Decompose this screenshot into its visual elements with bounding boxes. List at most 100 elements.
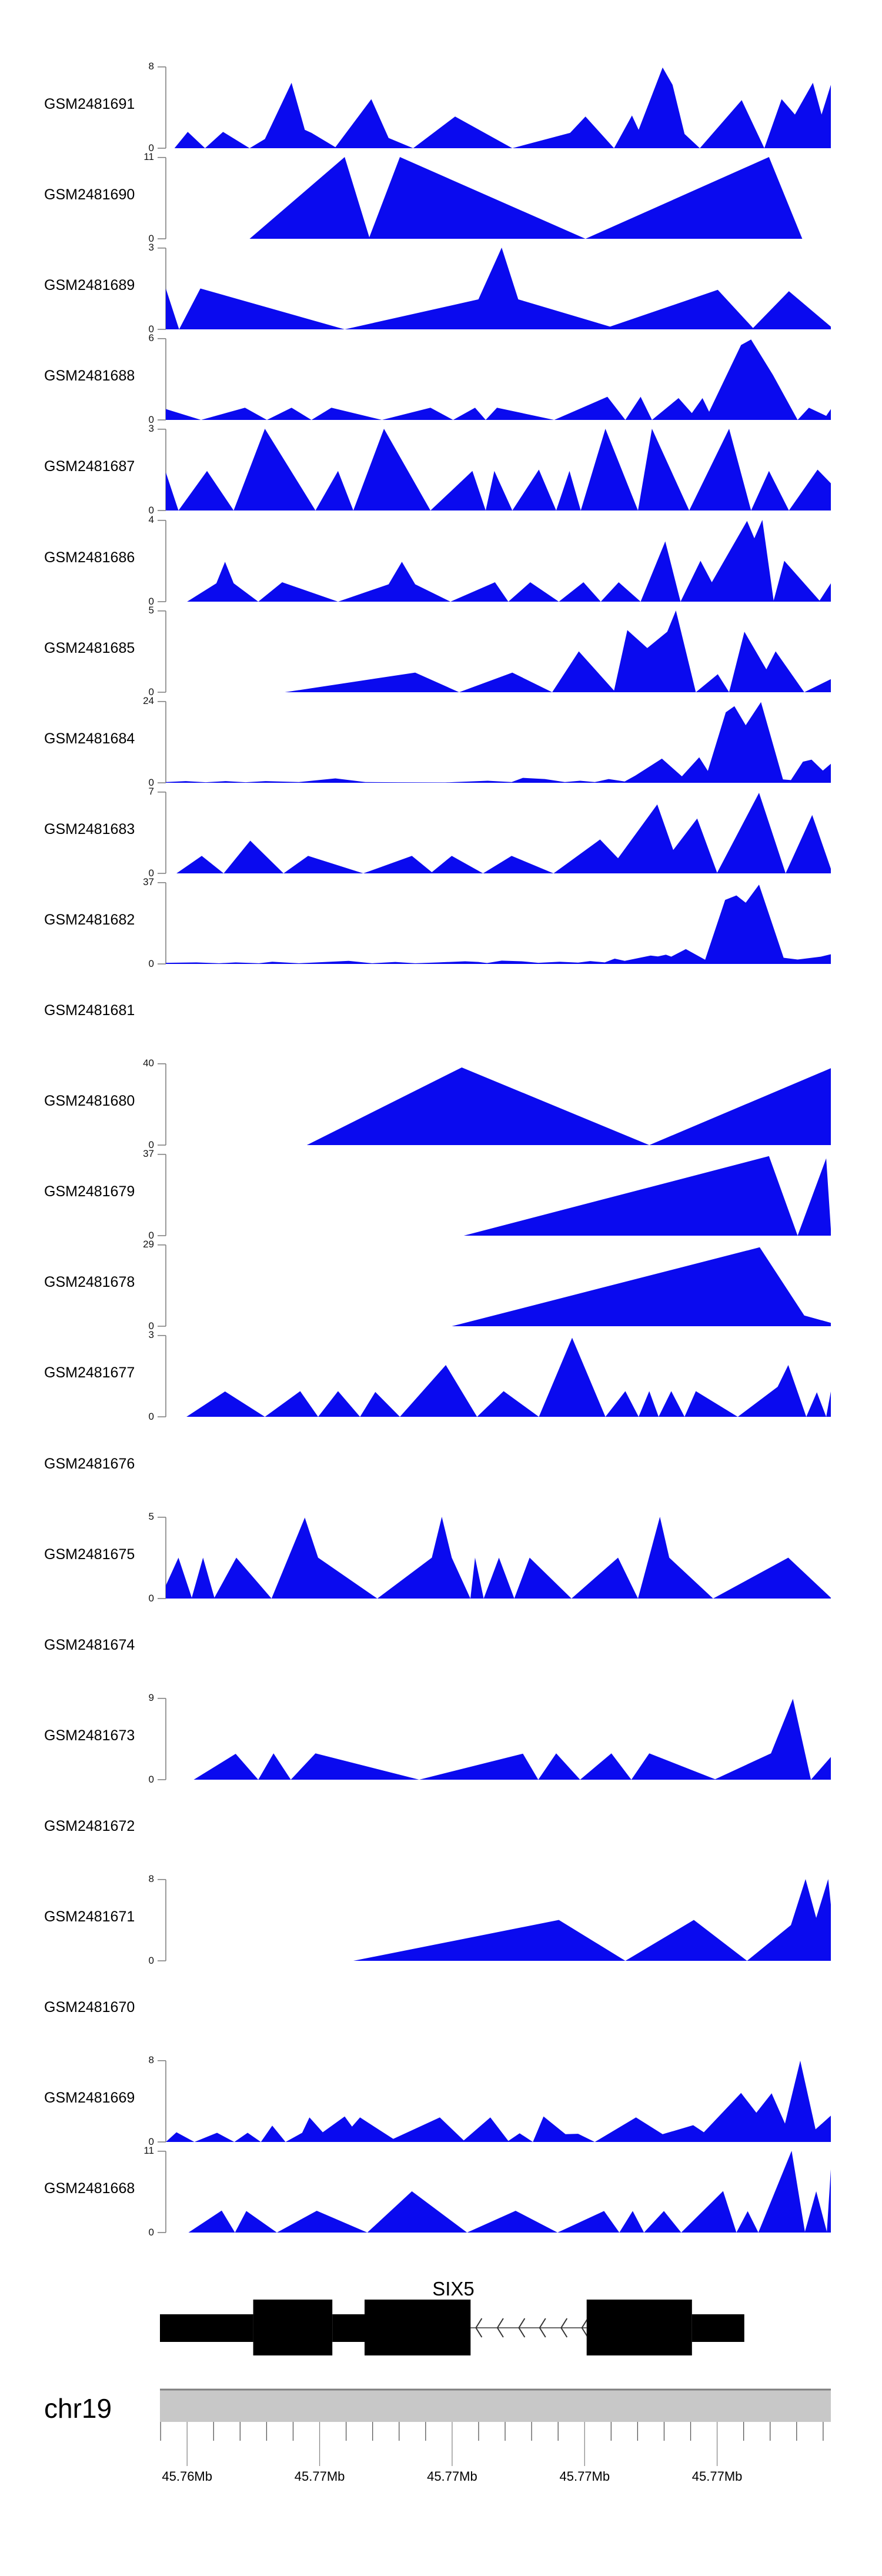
track-label: GSM2481688 xyxy=(44,368,135,384)
y-axis-max-label: 5 xyxy=(148,605,154,616)
track-plot xyxy=(158,1516,831,1599)
track-label: GSM2481691 xyxy=(44,96,135,112)
y-axis-max-label: 8 xyxy=(148,1873,154,1884)
track-label: GSM2481675 xyxy=(44,1546,135,1563)
exon-box xyxy=(365,2300,471,2355)
track-plot xyxy=(158,1334,831,1417)
track-label: GSM2481679 xyxy=(44,1183,135,1200)
track-label: GSM2481674 xyxy=(44,1637,135,1653)
track-label: GSM2481678 xyxy=(44,1274,135,1290)
track-label: GSM2481673 xyxy=(44,1727,135,1744)
y-axis-zero-label: 0 xyxy=(148,414,154,425)
position-label: 45.77Mb xyxy=(427,2469,477,2484)
strand-arrow-left-icon xyxy=(539,2318,546,2338)
y-axis-zero-label: 0 xyxy=(148,505,154,516)
track-label: GSM2481668 xyxy=(44,2180,135,2197)
y-axis-max-label: 3 xyxy=(148,423,154,434)
y-axis-zero-label: 0 xyxy=(148,596,154,607)
y-axis-zero-label: 0 xyxy=(148,777,154,788)
strand-arrow-left-icon xyxy=(475,2318,483,2338)
signal-area xyxy=(166,1067,831,1145)
signal-area xyxy=(166,429,831,510)
track-plot xyxy=(158,1697,831,1780)
track-label: GSM2481676 xyxy=(44,1456,135,1472)
y-axis-zero-label: 0 xyxy=(148,867,154,879)
track-plot xyxy=(158,156,831,239)
y-axis-max-label: 3 xyxy=(148,1329,154,1340)
track-plot xyxy=(158,1244,831,1327)
y-axis-max-label: 40 xyxy=(143,1057,154,1069)
track-plot xyxy=(158,519,831,602)
track-plot xyxy=(158,1878,831,1961)
track-label: GSM2481683 xyxy=(44,821,135,837)
y-axis-max-label: 8 xyxy=(148,61,154,72)
signal-area xyxy=(166,2060,831,2142)
signal-area xyxy=(166,1247,831,1326)
track-label: GSM2481671 xyxy=(44,1908,135,1925)
track-plot xyxy=(158,2150,831,2233)
track-label: GSM2481669 xyxy=(44,2090,135,2106)
track-plot xyxy=(158,66,831,149)
y-axis-max-label: 37 xyxy=(143,1148,154,1159)
track-plot xyxy=(158,338,831,421)
y-axis-max-label: 11 xyxy=(143,2145,154,2156)
y-axis-max-label: 9 xyxy=(148,1692,154,1703)
signal-area xyxy=(166,702,831,783)
exon-box xyxy=(586,2300,692,2355)
y-axis-max-label: 11 xyxy=(143,151,154,162)
y-axis-max-label: 6 xyxy=(148,332,154,343)
signal-area xyxy=(166,1699,831,1780)
track-label: GSM2481681 xyxy=(44,1002,135,1019)
strand-arrow-left-icon xyxy=(496,2318,504,2338)
signal-area xyxy=(166,885,831,964)
position-label: 45.76Mb xyxy=(162,2469,212,2484)
signal-area xyxy=(166,248,831,329)
track-plot xyxy=(158,700,831,783)
signal-area xyxy=(166,157,831,239)
gene-name-label: SIX5 xyxy=(432,2278,475,2300)
y-axis-max-label: 3 xyxy=(148,242,154,253)
y-axis-zero-label: 0 xyxy=(148,1139,154,1150)
signal-area xyxy=(166,1156,831,1236)
y-axis-zero-label: 0 xyxy=(148,1411,154,1422)
position-label: 45.77Mb xyxy=(295,2469,345,2484)
track-label: GSM2481670 xyxy=(44,1999,135,2016)
chromosome-name-label: chr19 xyxy=(44,2393,112,2424)
chromosome-bar xyxy=(160,2389,831,2422)
y-axis-zero-label: 0 xyxy=(148,1774,154,1785)
signal-area xyxy=(166,793,831,873)
signal-area xyxy=(166,2151,831,2233)
utr-box xyxy=(332,2314,365,2342)
signal-area xyxy=(166,610,831,692)
track-label: GSM2481685 xyxy=(44,640,135,656)
y-axis-zero-label: 0 xyxy=(148,323,154,335)
signal-area xyxy=(166,339,831,420)
y-axis-max-label: 24 xyxy=(143,695,154,706)
track-label: GSM2481689 xyxy=(44,277,135,293)
chromosome-ruler: 45.76Mb 45.77Mb 45.77Mb 45.77Mb 45.77Mb xyxy=(160,2388,831,2484)
track-label: GSM2481686 xyxy=(44,549,135,566)
y-axis-zero-label: 0 xyxy=(148,958,154,969)
y-axis-max-label: 8 xyxy=(148,2054,154,2066)
y-axis-zero-label: 0 xyxy=(148,1955,154,1966)
track-label: GSM2481682 xyxy=(44,912,135,928)
exon-box xyxy=(253,2300,333,2355)
track-label: GSM2481680 xyxy=(44,1093,135,1109)
y-axis-zero-label: 0 xyxy=(148,1230,154,1241)
track-label: GSM2481677 xyxy=(44,1364,135,1381)
y-axis-zero-label: 0 xyxy=(148,233,154,244)
track-plot xyxy=(158,2060,831,2143)
track-plot xyxy=(158,428,831,511)
track-plot xyxy=(158,610,831,693)
track-label: GSM2481672 xyxy=(44,1818,135,1834)
signal-area xyxy=(166,67,831,148)
signal-area xyxy=(166,1337,831,1417)
signal-area xyxy=(166,1879,831,1961)
track-plot xyxy=(158,882,831,965)
y-axis-zero-label: 0 xyxy=(148,2227,154,2238)
y-axis-zero-label: 0 xyxy=(148,2136,154,2147)
track-plot xyxy=(158,1063,831,1146)
position-label: 45.77Mb xyxy=(559,2469,610,2484)
track-plot xyxy=(158,247,831,330)
